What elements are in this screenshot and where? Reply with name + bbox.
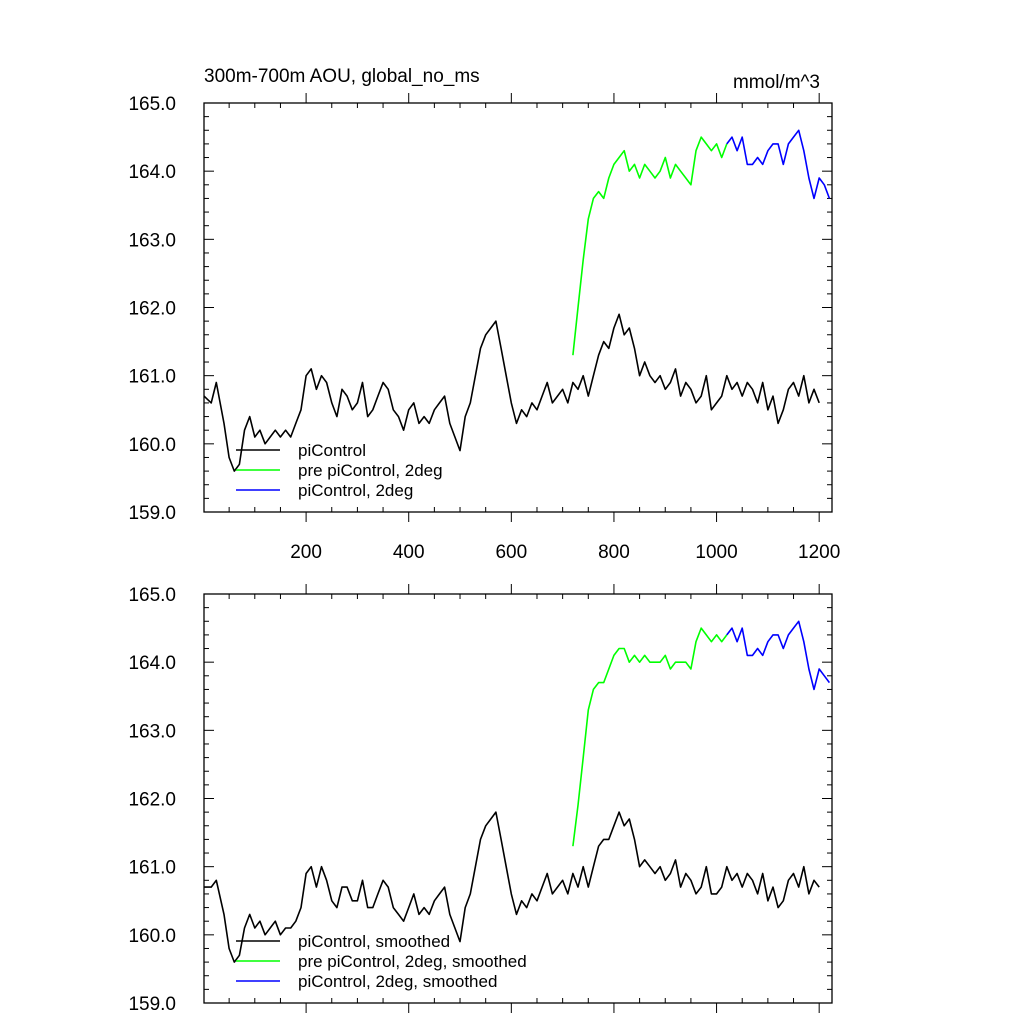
- y-tick-label: 163.0: [128, 721, 176, 742]
- series-lines: [203, 129, 831, 472]
- y-tick-label: 164.0: [128, 162, 176, 183]
- series-line-1: [572, 627, 728, 847]
- y-tick-label: 164.0: [128, 653, 176, 674]
- legend-label: piControl: [298, 441, 366, 460]
- plot-frame: [203, 593, 833, 1004]
- x-tick-label: 600: [495, 542, 527, 563]
- legend-label: piControl, 2deg: [298, 481, 413, 500]
- units-label: mmol/m^3: [733, 72, 820, 93]
- y-tick-label: 161.0: [128, 858, 176, 879]
- plot-frame: [203, 102, 833, 513]
- series-line-2: [726, 620, 831, 691]
- legend-label: piControl, 2deg, smoothed: [298, 972, 497, 991]
- series-line-0: [204, 811, 820, 963]
- x-tick-label: 1000: [695, 542, 737, 563]
- tick-marks: [204, 584, 832, 1013]
- y-tick-label: 160.0: [128, 926, 176, 947]
- y-tick-labels: 159.0 160.0 161.0 162.0 163.0 164.0 165.0: [128, 585, 176, 1015]
- y-tick-label: 165.0: [128, 94, 176, 115]
- y-tick-label: 162.0: [128, 790, 176, 811]
- chart-title: 300m-700m AOU, global_no_ms: [204, 66, 480, 87]
- y-tick-label: 159.0: [128, 503, 176, 524]
- y-tick-label: 165.0: [128, 585, 176, 606]
- series-lines: [204, 620, 831, 963]
- y-tick-label: 159.0: [128, 994, 176, 1015]
- y-tick-label: 160.0: [128, 435, 176, 456]
- series-line-1: [572, 136, 728, 356]
- x-tick-labels: 200 400 600 800 1000 1200: [290, 542, 840, 563]
- y-tick-label: 162.0: [128, 299, 176, 320]
- x-tick-label: 200: [290, 542, 322, 563]
- y-tick-label: 161.0: [128, 367, 176, 388]
- legend-label: pre piControl, 2deg: [298, 461, 443, 480]
- x-tick-label: 400: [393, 542, 425, 563]
- x-tick-label: 800: [598, 542, 630, 563]
- series-line-0: [203, 313, 820, 472]
- top-panel: 300m-700m AOU, global_no_ms mmol/m^3 159…: [128, 66, 840, 563]
- y-tick-labels: 159.0 160.0 161.0 162.0 163.0 164.0 165.0: [128, 94, 176, 524]
- legend-label: pre piControl, 2deg, smoothed: [298, 952, 527, 971]
- bottom-panel: 159.0 160.0 161.0 162.0 163.0 164.0 165.0 piCo…: [128, 584, 833, 1015]
- y-tick-label: 163.0: [128, 230, 176, 251]
- series-line-2: [726, 129, 831, 200]
- legend-label: piControl, smoothed: [298, 932, 450, 951]
- x-tick-label: 1200: [798, 542, 840, 563]
